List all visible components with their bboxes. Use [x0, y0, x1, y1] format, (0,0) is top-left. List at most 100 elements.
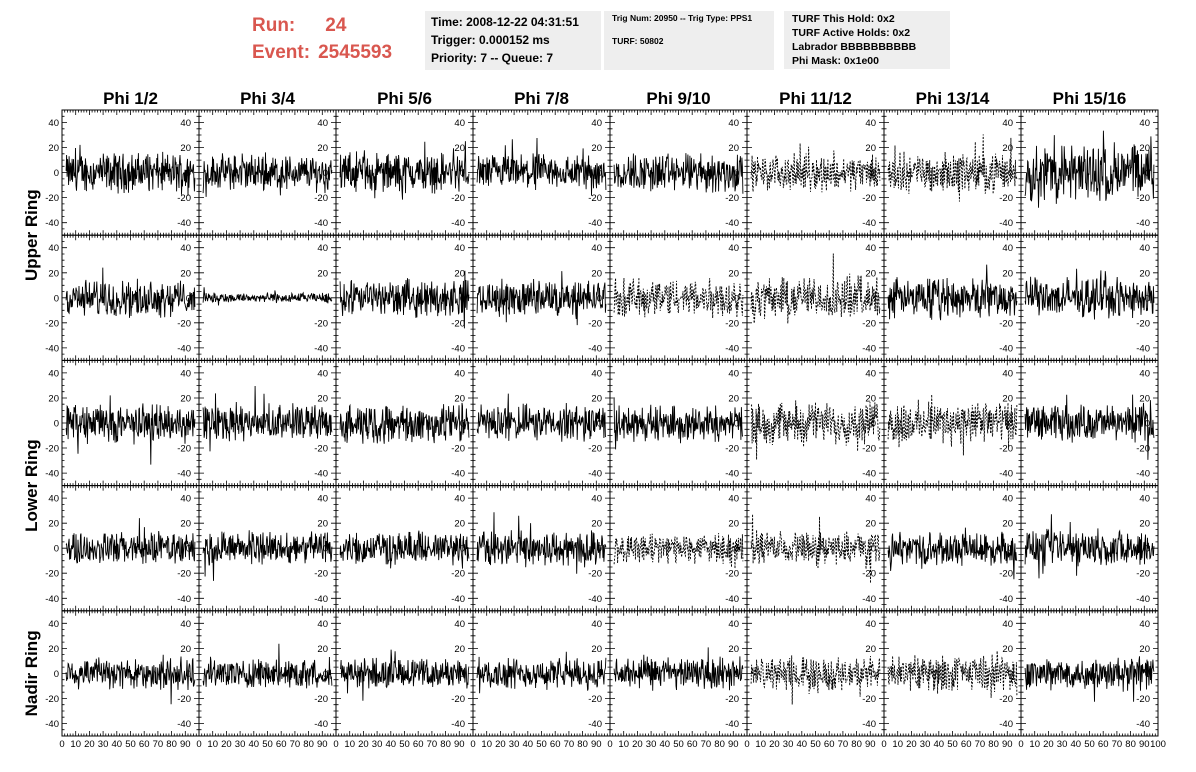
x-tick-label: 70: [290, 739, 301, 750]
y-tick-label: 40: [1139, 619, 1150, 630]
panel-ticks: [61, 109, 200, 236]
turf-hold-info-box: TURF This Hold: 0x2 TURF Active Holds: 0…: [784, 11, 950, 69]
y-tick-label: 20: [317, 644, 328, 655]
x-tick-label: 80: [1125, 739, 1136, 750]
panel-ticks: [883, 360, 1022, 486]
run-event-block: Run: 24 Event: 2545593: [252, 12, 392, 66]
phi-mask-text: Phi Mask: 0x1e00: [792, 55, 879, 67]
x-tick-label: 70: [838, 739, 849, 750]
waveform-trace: [887, 527, 1018, 580]
y-tick-label: 0: [871, 544, 876, 555]
y-tick-label: 40: [728, 619, 739, 630]
column-title: Phi 7/8: [514, 89, 569, 108]
waveform-trace: [750, 655, 881, 705]
y-tick-label: 0: [186, 544, 191, 555]
column-title: Phi 5/6: [377, 89, 432, 108]
column-title: Phi 11/12: [779, 89, 852, 108]
panel-ticks: [746, 109, 885, 236]
x-tick-label: 50: [673, 739, 684, 750]
y-tick-label: 20: [454, 268, 465, 279]
x-tick-label: 0: [744, 739, 749, 750]
y-tick-label: -40: [177, 343, 191, 354]
waveform-trace: [750, 400, 881, 460]
waveform-trace: [339, 402, 470, 444]
waveform-trace: [202, 287, 333, 306]
y-tick-label: 20: [180, 268, 191, 279]
waveform-trace: [476, 651, 607, 694]
y-tick-label: 40: [454, 118, 465, 129]
y-tick-label: 20: [48, 268, 59, 279]
y-tick-label: -40: [1136, 343, 1150, 354]
y-tick-label: 40: [1002, 494, 1013, 505]
y-tick-label: -20: [177, 694, 191, 705]
panel-ticks: [609, 485, 748, 612]
waveform-trace: [202, 530, 333, 581]
turf-text: TURF: 50802: [612, 36, 664, 46]
x-tick-label: 100: [1150, 739, 1166, 750]
trigger-text: Trigger: 0.000152 ms: [431, 33, 550, 47]
x-tick-label: 30: [646, 739, 657, 750]
y-tick-label: 0: [54, 293, 59, 304]
x-tick-label: 50: [947, 739, 958, 750]
waveform-trace: [613, 533, 744, 569]
waveform-trace: [750, 143, 881, 193]
y-tick-label: 20: [48, 519, 59, 530]
waveform-trace: [613, 277, 744, 319]
panel-ticks: [883, 610, 1022, 737]
y-tick-label: -20: [1136, 694, 1150, 705]
y-tick-label: 20: [1002, 393, 1013, 404]
y-tick-label: -20: [177, 193, 191, 204]
y-tick-label: 20: [48, 393, 59, 404]
y-tick-label: 20: [180, 393, 191, 404]
panel-frame: [746, 234, 885, 361]
y-tick-label: 20: [317, 143, 328, 154]
x-tick-label: 20: [84, 739, 95, 750]
waveform-trace: [202, 385, 333, 452]
x-tick-label: 20: [769, 739, 780, 750]
waveform-trace: [65, 518, 196, 564]
event-label: Event:: [252, 42, 311, 63]
y-tick-label: 20: [1139, 644, 1150, 655]
waveform-trace: [202, 643, 333, 689]
y-tick-label: 40: [1002, 243, 1013, 254]
column-title: Phi 9/10: [646, 89, 710, 108]
x-tick-label: 30: [372, 739, 383, 750]
y-tick-label: -20: [862, 193, 876, 204]
y-tick-label: 40: [454, 619, 465, 630]
waveform-trace: [1024, 130, 1155, 208]
x-tick-label: 20: [1043, 739, 1054, 750]
x-tick-label: 30: [1057, 739, 1068, 750]
y-tick-label: -20: [45, 193, 59, 204]
y-tick-label: 40: [1002, 118, 1013, 129]
x-tick-label: 50: [810, 739, 821, 750]
y-tick-label: -40: [314, 218, 328, 229]
y-tick-label: 40: [591, 619, 602, 630]
y-tick-label: -20: [45, 444, 59, 455]
y-tick-label: -20: [588, 193, 602, 204]
waveform-trace: [339, 141, 470, 200]
panel-ticks: [746, 360, 885, 486]
y-tick-label: 20: [728, 143, 739, 154]
x-tick-label: 80: [303, 739, 314, 750]
panel-ticks: [746, 610, 885, 737]
x-tick-label: 30: [98, 739, 109, 750]
y-tick-label: -40: [451, 469, 465, 480]
waveform-trace: [887, 134, 1018, 202]
x-tick-label: 20: [906, 739, 917, 750]
y-tick-label: 40: [317, 118, 328, 129]
y-tick-label: -40: [1136, 469, 1150, 480]
waveform-trace: [65, 267, 196, 318]
y-tick-label: -20: [314, 694, 328, 705]
y-tick-label: 20: [1002, 644, 1013, 655]
y-tick-label: -40: [177, 594, 191, 605]
panel-ticks: [883, 485, 1022, 612]
y-tick-label: 20: [591, 519, 602, 530]
y-tick-label: -20: [45, 318, 59, 329]
waveform-trace: [887, 394, 1018, 456]
y-tick-label: 40: [180, 368, 191, 379]
y-tick-label: 40: [591, 243, 602, 254]
x-tick-label: 40: [386, 739, 397, 750]
waveform-trace: [476, 393, 607, 442]
y-tick-label: 20: [865, 268, 876, 279]
x-tick-label: 90: [180, 739, 191, 750]
